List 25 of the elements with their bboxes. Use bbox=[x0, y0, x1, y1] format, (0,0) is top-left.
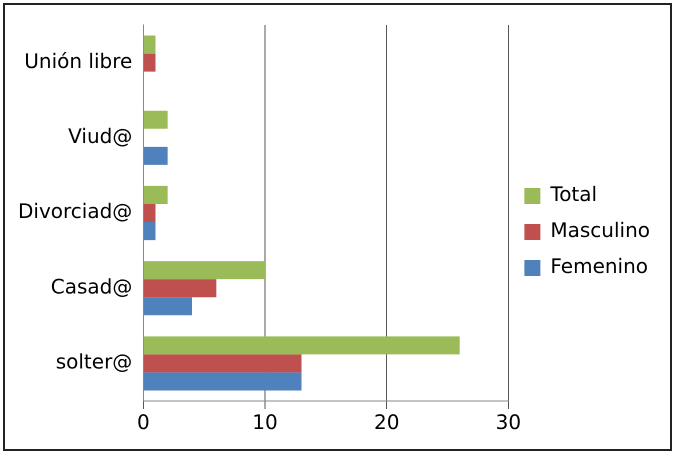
bar bbox=[144, 186, 168, 204]
bar bbox=[144, 336, 460, 354]
legend-label: Total bbox=[549, 182, 598, 206]
legend-label: Masculino bbox=[550, 218, 650, 242]
bar bbox=[144, 279, 216, 298]
bar bbox=[144, 110, 168, 129]
y-tick-label: solter@ bbox=[56, 350, 132, 374]
bar bbox=[144, 204, 156, 222]
legend-label: Femenino bbox=[550, 254, 648, 278]
x-tick-label: 20 bbox=[374, 410, 400, 434]
y-tick-label: Divorciad@ bbox=[18, 199, 132, 224]
y-tick-label: Unión libre bbox=[24, 48, 132, 73]
bar bbox=[144, 36, 156, 54]
y-tick-label: Viud@ bbox=[68, 124, 132, 148]
bar bbox=[144, 354, 302, 372]
bar bbox=[144, 372, 302, 390]
y-tick-label: Casad@ bbox=[50, 274, 132, 298]
x-tick-label: 0 bbox=[136, 410, 150, 434]
bar bbox=[144, 261, 265, 280]
x-tick-label: 30 bbox=[496, 410, 522, 434]
bar bbox=[144, 297, 192, 316]
x-tick-label: 10 bbox=[252, 410, 278, 434]
bar bbox=[144, 222, 156, 240]
bar bbox=[144, 146, 168, 165]
bar bbox=[144, 54, 156, 72]
